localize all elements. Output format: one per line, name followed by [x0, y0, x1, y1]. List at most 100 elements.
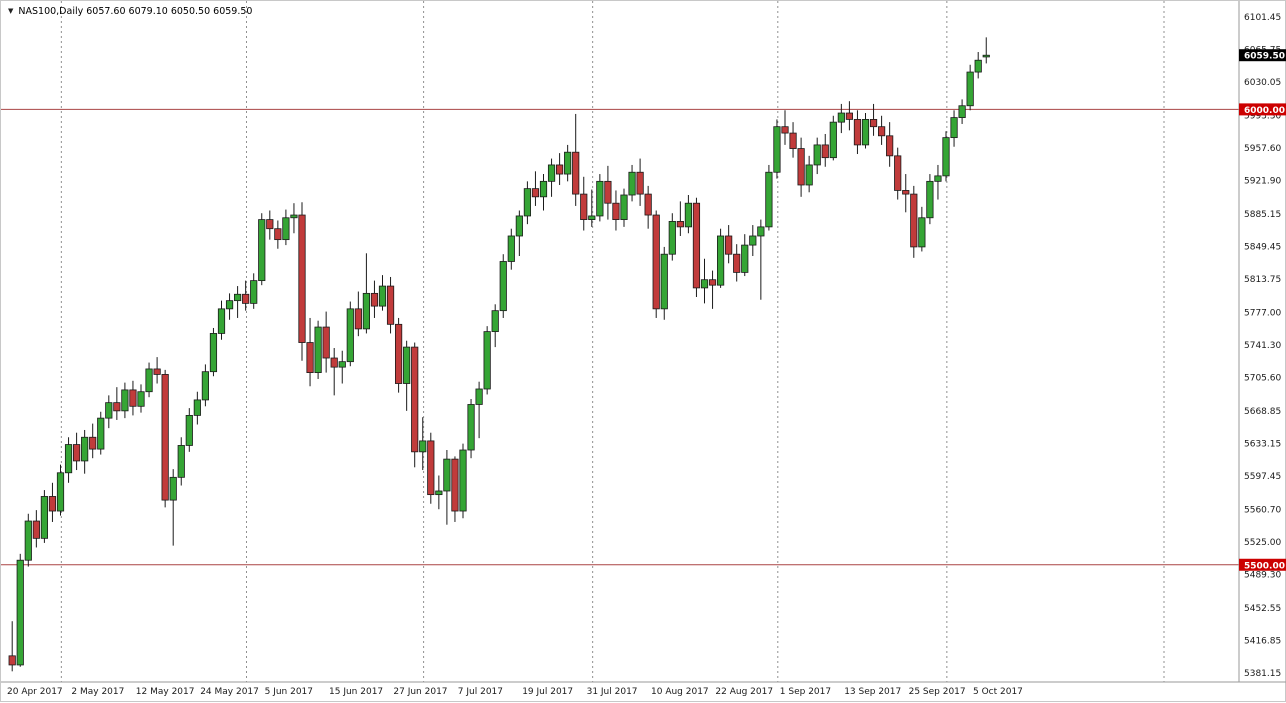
candle-body [725, 235, 733, 255]
price-axis-label: 5525.00 [1244, 538, 1281, 548]
candle-body [225, 300, 234, 310]
date-axis-label: 13 Sep 2017 [844, 687, 901, 697]
candle-body [644, 193, 652, 216]
candle-body [338, 361, 346, 368]
price-level-tag [1239, 103, 1286, 116]
date-axis-label: 1 Sep 2017 [780, 687, 831, 697]
candle-body [169, 476, 177, 501]
candle-body [878, 126, 886, 137]
price-axis-label: 5849.45 [1244, 243, 1281, 253]
candle-body [129, 389, 137, 407]
candle-body [24, 520, 32, 561]
candle-body [837, 112, 845, 123]
candle-body [572, 151, 580, 195]
price-axis-label: 5957.60 [1244, 144, 1281, 154]
candle-body [934, 175, 942, 182]
candle-body [370, 292, 379, 307]
candle-body [105, 402, 113, 419]
candle-body [797, 148, 805, 186]
date-axis-label: 22 Aug 2017 [715, 687, 773, 697]
candle-body [717, 235, 725, 286]
date-axis-label: 24 May 2017 [200, 687, 259, 697]
price-axis-label: 5993.30 [1244, 111, 1281, 121]
date-axis-label: 5 Jun 2017 [265, 687, 313, 697]
candle-body [596, 180, 604, 217]
candle-body [491, 310, 499, 333]
candle-body [217, 308, 226, 334]
candle-body [628, 171, 636, 196]
candle-body [467, 404, 475, 451]
candle-body [845, 112, 854, 120]
candle-body [580, 193, 588, 220]
candle-body [282, 217, 290, 241]
price-axis-label: 5452.55 [1244, 604, 1281, 614]
candle-body [185, 414, 193, 446]
candle-body [386, 285, 395, 325]
date-axis-label: 10 Aug 2017 [651, 687, 709, 697]
candle-body [48, 496, 57, 512]
candle-body [290, 214, 298, 219]
candle-body [314, 326, 322, 373]
candle-body [459, 449, 467, 512]
candle-body [749, 235, 757, 246]
price-level-tag [1239, 558, 1286, 571]
candle-body [193, 399, 201, 416]
price-axis-label: 5633.15 [1244, 439, 1281, 449]
price-axis-label: 5489.30 [1244, 571, 1281, 581]
date-axis-label: 7 Jul 2017 [458, 687, 503, 697]
price-axis-label: 5668.85 [1244, 407, 1281, 417]
candle-body [523, 188, 532, 217]
candle-body [121, 389, 129, 412]
candle-body [403, 346, 411, 384]
candle-body [660, 253, 668, 310]
date-axis-label: 12 May 2017 [136, 687, 195, 697]
candle-body [869, 119, 878, 128]
candle-body [435, 490, 443, 496]
candle-body [97, 417, 105, 450]
candle-body [684, 202, 693, 228]
price-axis-label: 6030.05 [1244, 78, 1281, 88]
candle-body [201, 371, 209, 401]
candle-body [346, 308, 354, 363]
candle-body [394, 323, 403, 384]
candle-body [266, 219, 274, 230]
candle-body [894, 155, 902, 191]
candle-body [153, 368, 161, 375]
candle-body [547, 164, 556, 182]
candle-body [56, 472, 65, 512]
candle-body [258, 219, 266, 282]
candle-body [137, 391, 145, 407]
candle-body [8, 655, 16, 666]
date-axis-label: 25 Sep 2017 [909, 687, 966, 697]
price-axis-label: 5777.00 [1244, 308, 1281, 318]
price-axis-label: 5560.70 [1244, 505, 1281, 515]
candle-body [757, 226, 765, 237]
candle-body [805, 164, 813, 186]
candle-body [853, 119, 862, 146]
price-axis-label: 5921.90 [1244, 177, 1281, 187]
candle-body [475, 388, 483, 405]
candle-body [354, 308, 362, 330]
candle-body [89, 436, 97, 450]
candle-body [161, 374, 169, 501]
candle-body [411, 346, 419, 453]
candle-body [362, 292, 371, 330]
candle-body [483, 331, 491, 390]
candle-body [427, 440, 435, 496]
candle-body [73, 444, 81, 462]
candle-body [700, 279, 709, 289]
candle-body [330, 357, 338, 368]
candle-body [443, 458, 451, 492]
chart-menu-arrow-icon[interactable]: ▼ [8, 7, 14, 15]
price-axis-label: 5885.15 [1244, 210, 1281, 220]
candle-body [419, 440, 427, 453]
candle-body [692, 202, 701, 289]
candle-body [942, 137, 950, 177]
candle-body [539, 180, 548, 198]
candle-body [16, 559, 24, 666]
candle-body [829, 121, 837, 159]
candle-body [708, 279, 717, 286]
candle-body [886, 135, 894, 157]
